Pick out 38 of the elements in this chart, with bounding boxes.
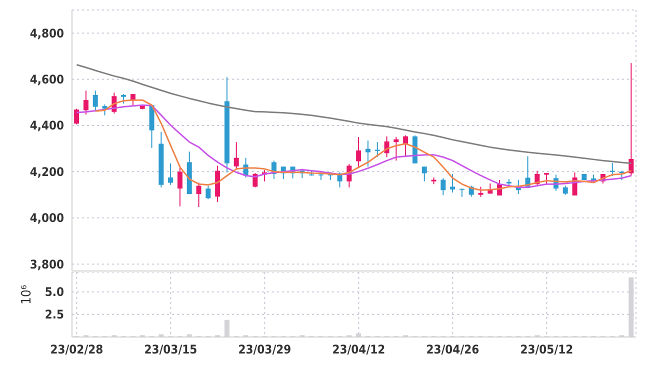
candlestick [619,170,624,180]
y-axis-title: 10⁶ [20,284,35,304]
candlestick [196,182,202,208]
candlestick [168,162,174,186]
candlestick [394,136,399,162]
x-tick-label: 23/04/26 [426,342,480,357]
x-tick-label: 23/03/29 [238,342,292,357]
candlestick [356,136,362,168]
candlestick [92,90,98,112]
x-tick-label: 23/05/12 [520,342,574,357]
candlestick [374,142,380,158]
candlestick [130,94,136,106]
candlestick [365,140,370,168]
y-tick-label: 4,000 [30,211,64,226]
candlestick [403,134,408,158]
x-tick-label: 23/04/12 [332,342,386,357]
candlestick [440,178,446,196]
candlestick [83,90,88,116]
y-tick-label: 4,800 [30,26,64,40]
candlestick [234,142,239,170]
y-tick-label: 5.0 [44,285,64,300]
candlestick [121,94,126,104]
candlestick [562,185,568,196]
candlestick [102,104,108,116]
candlestick [177,165,182,207]
candlestick [206,185,211,200]
y-tick-label: 4,200 [30,164,64,179]
candlestick [450,173,456,193]
y-tick-label: 3,800 [30,257,64,272]
candlestick [544,172,550,186]
y-tick-label: 2.5 [44,308,64,322]
y-tick-label: 4,400 [30,118,64,133]
candlestick [478,186,484,198]
candlestick [422,166,427,182]
x-tick-label: 23/02/28 [50,342,104,357]
candlestick [74,108,80,125]
y-tick-label: 4,600 [30,72,64,87]
x-tick-label: 23/03/15 [144,342,198,357]
